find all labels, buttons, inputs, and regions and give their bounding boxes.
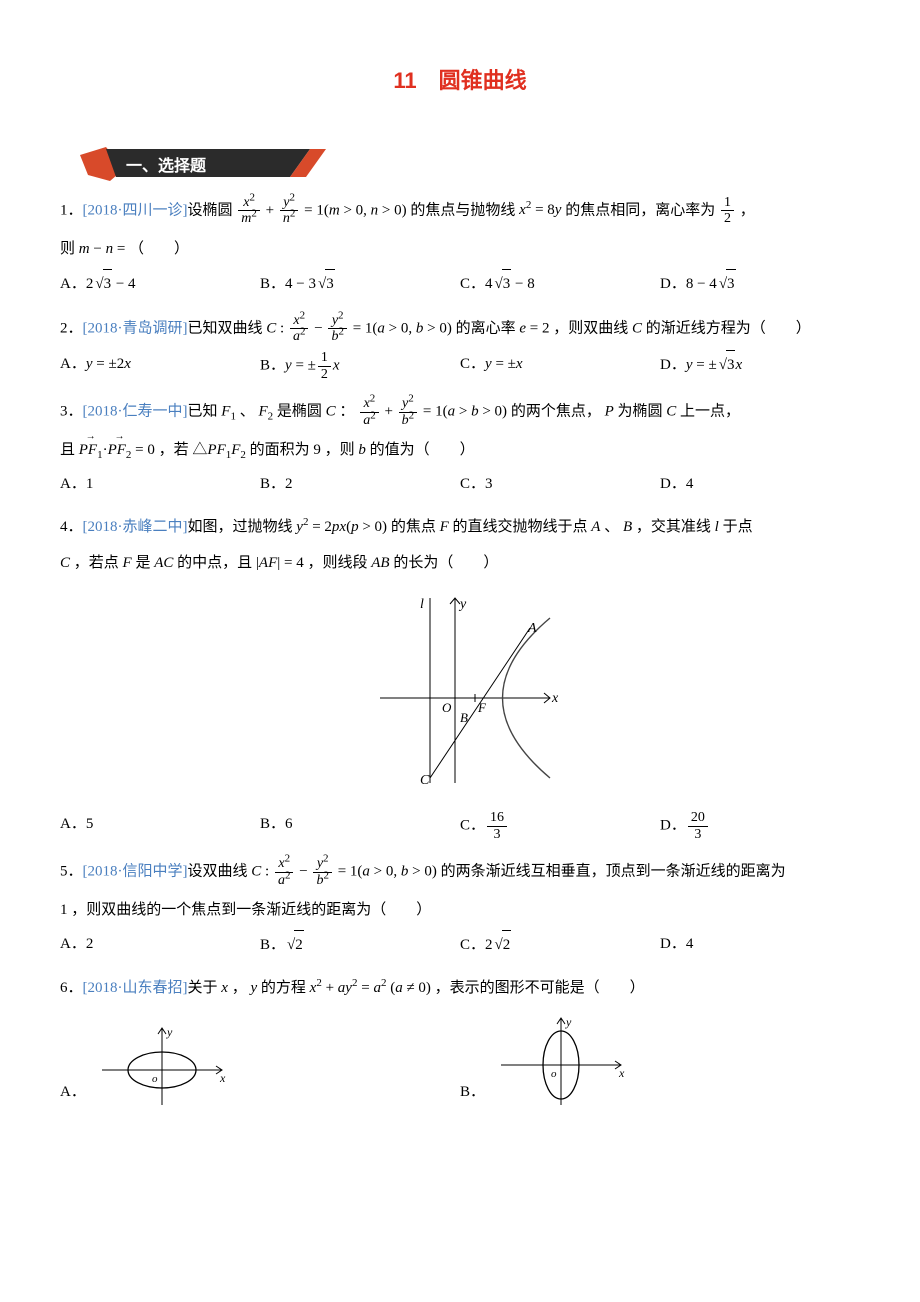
- q2-frac1: x2a2: [290, 313, 309, 345]
- q5-line2: 1 ，则双曲线的一个焦点到一条渐近线的距离为（ ）: [60, 896, 860, 925]
- svg-text:x: x: [219, 1071, 226, 1085]
- q3-opt-a: A．1: [60, 470, 260, 499]
- banner-shape: [80, 147, 340, 181]
- svg-text:O: O: [442, 700, 452, 715]
- q1-source: [2018·四川一诊]: [83, 202, 188, 218]
- q4-source: [2018·赤峰二中]: [83, 519, 188, 535]
- svg-text:x: x: [551, 691, 559, 706]
- q1-opt-a: A．23 − 4: [60, 269, 260, 299]
- q6-diag-b-label: B．: [460, 1078, 485, 1107]
- q2-number: 2．: [60, 320, 83, 336]
- q5-opt-c: C．22: [460, 930, 660, 960]
- q1-stem-a: 设椭圆: [188, 202, 237, 218]
- q3-options: A．1 B．2 C．3 D．4: [60, 470, 860, 499]
- svg-text:y: y: [565, 1015, 572, 1029]
- plus: +: [266, 202, 274, 218]
- q4-opt-a: A．5: [60, 810, 260, 842]
- q6-diagrams: A． y x o B． y x o: [60, 1010, 860, 1110]
- q3-source: [2018·仁寿一中]: [83, 403, 188, 419]
- section-1-label: 一、选择题: [126, 152, 206, 182]
- q5-options: A．2 B．2 C．22 D．4: [60, 930, 860, 960]
- q1-opt-c: C．43 − 8: [460, 269, 660, 299]
- svg-text:o: o: [551, 1068, 557, 1080]
- page-title: 11 圆锥曲线: [60, 60, 860, 102]
- q1-eq-tail: = 1(m > 0, n > 0): [304, 202, 407, 218]
- svg-text:F: F: [477, 700, 487, 715]
- q6-diagram-a: y x o: [92, 1020, 232, 1110]
- question-1: 1．[2018·四川一诊]设椭圆 x2m2 + y2n2 = 1(m > 0, …: [60, 195, 860, 227]
- q4-opt-b: B．6: [260, 810, 460, 842]
- q6-diag-a-label: A．: [60, 1078, 86, 1107]
- q1-opt-b: B．4 − 33: [260, 269, 460, 299]
- q3-line2: 且 PF1·PF2 = 0 ，若 △PF1F2 的面积为 9 ，则 b 的值为（…: [60, 436, 860, 465]
- q5-source: [2018·信阳中学]: [83, 864, 188, 880]
- q2-opt-b: B．y = ±12x: [260, 350, 460, 382]
- q1-line2: 则 m − n = （ ）: [60, 235, 860, 264]
- q6-diagram-b-wrap: B． y x o: [460, 1010, 860, 1110]
- q3-number: 3．: [60, 403, 83, 419]
- q4-opt-c: C．163: [460, 810, 660, 842]
- q6-diagram-b: y x o: [491, 1010, 631, 1110]
- q5-opt-a: A．2: [60, 930, 260, 960]
- svg-text:A: A: [527, 621, 537, 636]
- q6-number: 6．: [60, 980, 83, 996]
- q1-stem-b: 的焦点与抛物线: [410, 202, 519, 218]
- section-1-banner: 一、选择题: [80, 147, 860, 183]
- parabola-diagram: l y x O A F B C: [360, 588, 560, 788]
- q3-opt-c: C．3: [460, 470, 660, 499]
- q1-opt-d: D．8 − 43: [660, 269, 860, 299]
- q1-stem-c: 的焦点相同，离心率为: [565, 202, 719, 218]
- q1-frac2: y2n2: [280, 195, 299, 227]
- svg-text:l: l: [420, 597, 424, 612]
- svg-text:B: B: [460, 710, 468, 725]
- svg-text:y: y: [458, 597, 467, 612]
- q4-figure: l y x O A F B C: [60, 588, 860, 799]
- q1-stem-d: ，: [736, 202, 755, 218]
- q3-opt-d: D．4: [660, 470, 860, 499]
- svg-text:C: C: [420, 773, 430, 788]
- q6-diagram-a-wrap: A． y x o: [60, 1010, 460, 1110]
- q4-opt-d: D．203: [660, 810, 860, 842]
- q4-options: A．5 B．6 C．163 D．203: [60, 810, 860, 842]
- q6-source: [2018·山东春招]: [83, 980, 188, 996]
- q2-source: [2018·青岛调研]: [83, 320, 188, 336]
- q5-opt-d: D．4: [660, 930, 860, 960]
- svg-text:x: x: [618, 1066, 625, 1080]
- q5-number: 5．: [60, 864, 83, 880]
- svg-text:y: y: [166, 1025, 173, 1039]
- q1-options: A．23 − 4 B．4 − 33 C．43 − 8 D．8 − 43: [60, 269, 860, 299]
- q1-frac1: x2m2: [238, 195, 260, 227]
- question-6: 6．[2018·山东春招]关于 x ， y 的方程 x2 + ay2 = a2 …: [60, 974, 860, 1003]
- q1-ecc: 12: [721, 195, 734, 227]
- q2-opt-c: C．y = ±x: [460, 350, 660, 382]
- q2-frac2: y2b2: [328, 313, 347, 345]
- question-3: 3．[2018·仁寿一中]已知 F1 、 F2 是椭圆 C ： x2a2 + y…: [60, 396, 860, 428]
- q2-opt-a: A．y = ±2x: [60, 350, 260, 382]
- q1-parabola: x2 = 8y: [519, 202, 561, 218]
- q4-number: 4．: [60, 519, 83, 535]
- q3-opt-b: B．2: [260, 470, 460, 499]
- svg-text:o: o: [152, 1073, 158, 1085]
- question-4: 4．[2018·赤峰二中]如图，过抛物线 y2 = 2px(p > 0) 的焦点…: [60, 513, 860, 542]
- q2-options: A．y = ±2x B．y = ±12x C．y = ±x D．y = ±3x: [60, 350, 860, 382]
- question-5: 5．[2018·信阳中学]设双曲线 C : x2a2 − y2b2 = 1(a …: [60, 856, 860, 888]
- q4-line2: C ，若点 F 是 AC 的中点，且 |AF| = 4 ，则线段 AB 的长为（…: [60, 549, 860, 578]
- q5-opt-b: B．2: [260, 930, 460, 960]
- q1-number: 1．: [60, 202, 83, 218]
- question-2: 2．[2018·青岛调研]已知双曲线 C : x2a2 − y2b2 = 1(a…: [60, 313, 860, 345]
- q2-opt-d: D．y = ±3x: [660, 350, 860, 382]
